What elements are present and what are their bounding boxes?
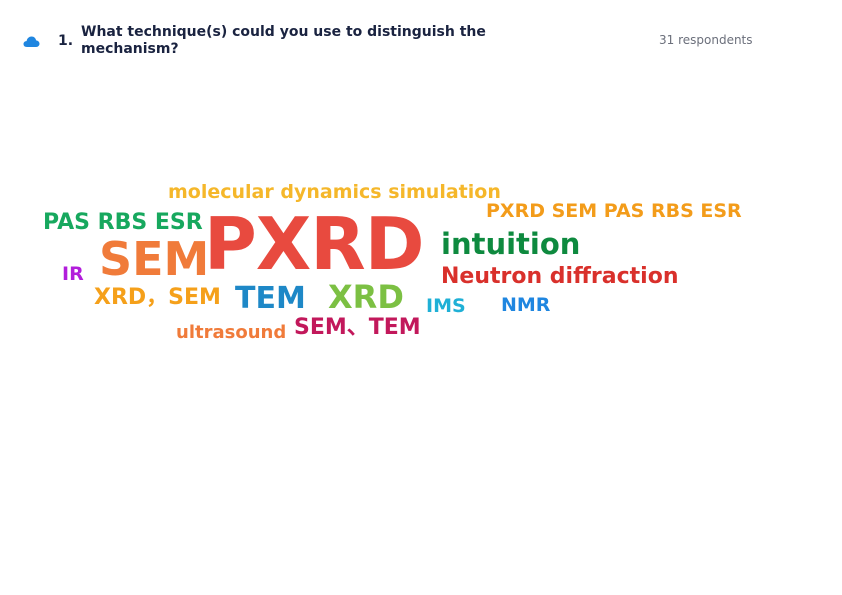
word-cloud-item: ultrasound: [176, 322, 287, 343]
word-cloud-item: XRD，SEM: [94, 285, 221, 310]
word-cloud-item: TEM: [235, 281, 306, 316]
question-number: 1.: [58, 33, 74, 49]
word-cloud-item: PAS RBS ESR: [43, 210, 203, 235]
question-header: 1. What technique(s) could you use to di…: [0, 0, 842, 70]
question-title: What technique(s) could you use to disti…: [81, 24, 486, 57]
word-cloud-item: PXRD: [204, 202, 424, 286]
word-cloud-item: SEM: [99, 232, 210, 286]
word-cloud-item: NMR: [501, 294, 551, 316]
word-cloud-item: IMS: [426, 295, 466, 317]
word-cloud-icon: [23, 36, 40, 47]
word-cloud-item: Neutron diffraction: [441, 264, 679, 289]
word-cloud-item: XRD: [328, 278, 404, 316]
word-cloud-item: intuition: [441, 227, 581, 261]
respondent-count: 31 respondents: [659, 33, 753, 47]
word-cloud-item: SEM、TEM: [294, 315, 421, 340]
word-cloud-item: IR: [62, 263, 84, 285]
word-cloud-item: molecular dynamics simulation: [168, 181, 501, 203]
word-cloud-item: PXRD SEM PAS RBS ESR: [486, 200, 742, 222]
